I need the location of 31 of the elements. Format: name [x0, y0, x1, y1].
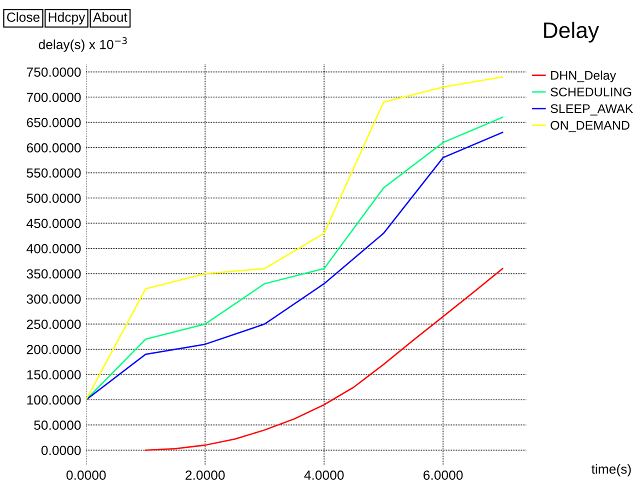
y-tick-label: 100.0000 [27, 395, 81, 405]
y-tick-label: 50.0000 [34, 420, 81, 430]
x-tick-label: 2.0000 [186, 470, 225, 480]
y-tick-label: 500.0000 [26, 194, 81, 203]
y-tick-label: 650.0000 [26, 118, 81, 128]
y-tick-label: 600.0000 [26, 143, 81, 152]
y-tick-label: 0.0000 [41, 446, 81, 456]
y-tick-label: 150.0000 [27, 370, 81, 380]
y-tick-label: 250.0000 [26, 320, 81, 329]
y-tick-label: 400.0000 [26, 244, 81, 254]
y-tick-label: 350.0000 [26, 269, 81, 279]
text: Hdcpy [48, 12, 86, 24]
y-tick-label: 750.0000 [26, 67, 81, 77]
text: About [92, 12, 128, 22]
y-tick-label: 450.0000 [26, 218, 81, 228]
y-tick-label: 550.0000 [26, 168, 81, 178]
text: Delay [544, 22, 600, 43]
y-axis-title: delay(s) x 10$^{−3}$ [38, 37, 127, 52]
legend-label: DHN_Delay [551, 70, 616, 82]
x-axis-title: time(s) [592, 464, 631, 476]
line-series [144, 268, 504, 451]
y-tick-label: 300.0000 [26, 294, 81, 304]
x-tick-label: 0.0000 [66, 470, 106, 480]
legend-label: ON_DEMAND [550, 120, 630, 132]
x-tick-label: 6.0000 [424, 470, 463, 480]
legend-label: SCHEDULING [550, 88, 632, 96]
legend-label: SLEEP_AWAK [550, 104, 634, 116]
text: Close [7, 12, 40, 22]
x-tick-label: 4.0000 [304, 470, 344, 480]
y-tick-label: 200.0000 [26, 344, 81, 354]
y-tick-label: 700.0000 [26, 92, 81, 102]
